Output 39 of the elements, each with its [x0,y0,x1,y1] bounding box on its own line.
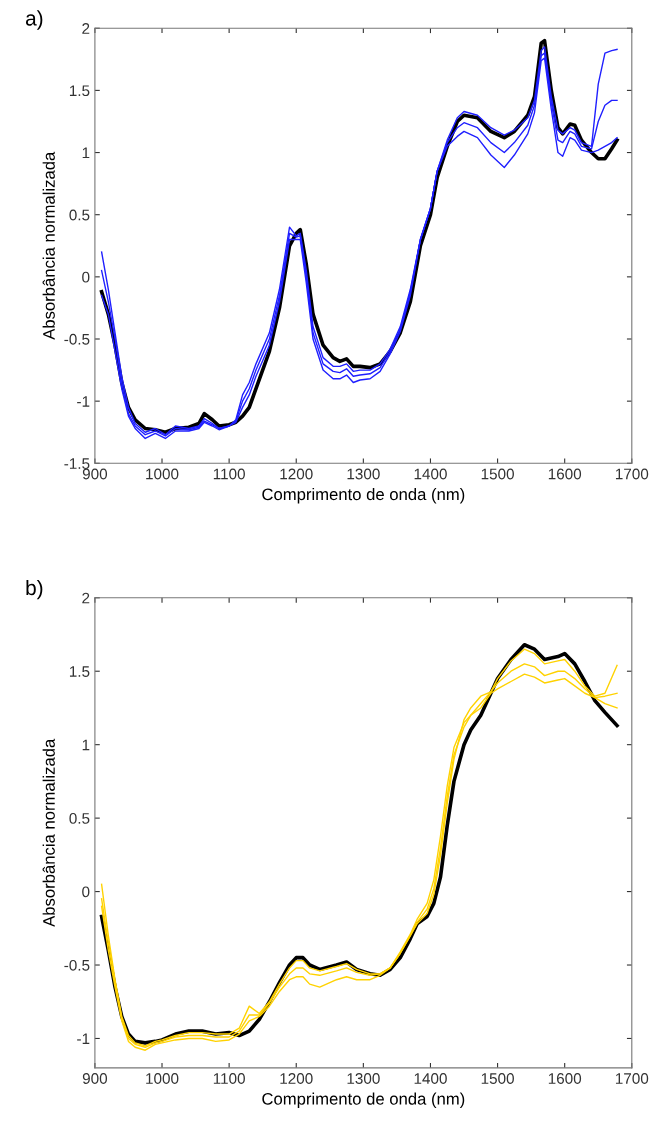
y-tick-label: -1 [77,396,90,407]
chart-title: b) [26,579,43,600]
chart-title: a) [25,10,43,30]
x-tick-label: 1400 [414,1073,447,1084]
x-tick-label: 1100 [213,1073,245,1084]
x-tick-label: 1600 [548,1073,582,1084]
y-axis-title: Absorbância normalizada [42,738,55,927]
x-tick-label: 1200 [280,468,313,480]
x-tick-label: 1500 [481,1073,514,1084]
y-tick-label: 2 [82,23,90,34]
x-tick-label: 1600 [548,468,582,480]
y-tick-label: 1 [82,739,90,751]
x-tick-label: 1300 [347,1073,380,1084]
y-tick-label: -0.5 [64,959,90,971]
y-tick-label: 0 [82,271,90,283]
x-tick-label: 1300 [347,468,380,480]
y-tick-label: -0.5 [64,333,90,345]
x-tick-label: 1500 [481,468,514,480]
x-tick-label: 1200 [280,1073,313,1084]
x-tick-label: 1400 [414,468,447,480]
x-axis-title: Comprimento de onda (nm) [262,1092,465,1109]
x-axis-title: Comprimento de onda (nm) [262,487,465,504]
y-tick-label: 0 [82,886,90,898]
y-tick-label: 0.5 [69,812,90,824]
x-tick-label: 1700 [615,1073,649,1084]
y-tick-label: 1.5 [69,85,90,97]
y-axis-title: Absorbância normalizada [42,151,55,340]
x-tick-label: 900 [82,1073,108,1084]
y-tick-label: 1.5 [69,666,90,677]
x-tick-label: 1100 [213,468,245,480]
y-tick-label: -1.5 [64,458,90,469]
y-tick-label: 1 [82,147,90,159]
y-tick-label: 0.5 [69,209,90,221]
x-tick-label: 900 [82,468,108,480]
x-tick-label: 1700 [615,468,649,480]
x-tick-label: 1000 [146,468,179,480]
y-tick-label: 2 [82,592,90,604]
x-tick-label: 1000 [146,1073,179,1084]
y-tick-label: -1 [77,1033,90,1045]
